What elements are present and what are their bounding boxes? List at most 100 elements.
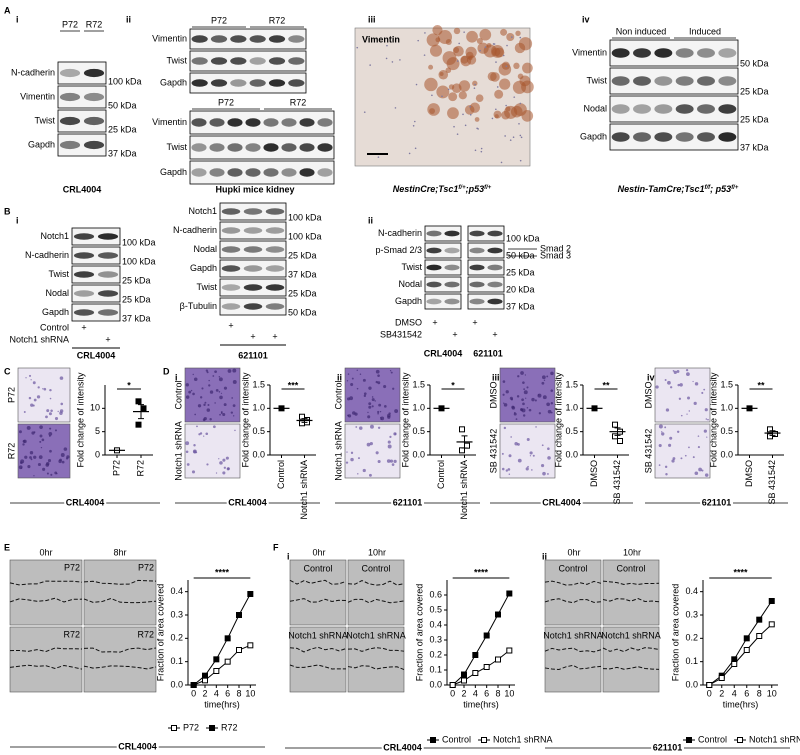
x-axis-label: time(hrs) <box>204 699 240 709</box>
image-label: Control <box>558 563 587 573</box>
scratch-edge <box>544 580 602 586</box>
cell <box>349 396 354 401</box>
micrograph <box>347 626 405 693</box>
data-point <box>767 433 773 440</box>
nucleus <box>413 120 416 123</box>
cell <box>529 451 533 455</box>
blot-band <box>487 281 503 288</box>
cell <box>535 426 537 428</box>
cell <box>526 406 529 409</box>
ihc-stain <box>499 78 511 90</box>
panel-letter: C <box>4 366 11 376</box>
cell <box>28 396 32 400</box>
cell <box>680 457 683 460</box>
blot-band <box>191 143 207 152</box>
data-point <box>612 433 618 440</box>
image-label: Notch1 shRNA <box>288 630 348 640</box>
blot-band <box>288 35 305 43</box>
blot-band <box>633 76 651 86</box>
cell <box>60 402 64 406</box>
cell <box>375 451 379 455</box>
cell <box>377 426 381 429</box>
blot-strip <box>424 225 462 242</box>
error-bar <box>138 404 144 420</box>
blot-band <box>697 76 715 86</box>
nucleus <box>513 96 516 98</box>
data-point <box>617 438 623 444</box>
nucleus <box>480 150 483 153</box>
cell <box>218 458 220 460</box>
data-point <box>483 632 490 639</box>
cell <box>391 463 395 466</box>
cell <box>515 418 518 420</box>
x-tick-label: 4 <box>473 688 478 698</box>
x-tick-label: 4 <box>214 688 219 698</box>
blot-band <box>654 132 673 142</box>
scratch-edge <box>289 598 347 603</box>
treatment-label: SB431542 <box>380 329 422 339</box>
nucleus <box>394 107 397 109</box>
cell <box>219 413 221 416</box>
cell <box>686 413 688 415</box>
data-point <box>743 647 750 653</box>
cell <box>185 441 190 446</box>
ihc-stain <box>486 42 492 48</box>
caption: CRL4004 <box>63 184 102 194</box>
treatment-sign: + <box>472 317 477 327</box>
blot-band <box>243 208 263 215</box>
blot-strip <box>57 61 107 85</box>
blot-band <box>317 143 333 152</box>
cell <box>503 402 505 404</box>
image-label: Fold change of intensity <box>553 372 563 468</box>
cell <box>206 463 209 466</box>
y-tick-label: 0.5 <box>429 604 442 614</box>
row-label: Vimentin <box>572 47 607 57</box>
blot-band <box>675 104 694 114</box>
ihc-stain <box>458 91 467 100</box>
cell <box>550 371 554 376</box>
blot-band <box>245 118 261 127</box>
cell <box>225 456 229 460</box>
x-tick-label: Notch1 shRNA <box>299 460 309 520</box>
cell <box>215 388 219 392</box>
cell <box>547 473 549 475</box>
blot-band <box>426 264 442 271</box>
cell <box>350 383 354 387</box>
caption-sup: f/+ <box>731 185 739 191</box>
cell <box>366 442 371 447</box>
cell <box>550 401 554 405</box>
caption: CRL4004 <box>228 497 267 507</box>
blot-strip <box>467 225 505 242</box>
cell <box>688 410 691 412</box>
legend-marker <box>209 725 216 731</box>
legend-label: P72 <box>183 722 199 732</box>
cell <box>36 395 41 399</box>
row-label: Notch1 <box>40 231 69 241</box>
cell <box>375 380 378 384</box>
cell <box>26 425 31 430</box>
x-tick-label: 4 <box>732 688 737 698</box>
image-label: SB 431542 <box>488 429 498 474</box>
blot-band <box>697 132 715 142</box>
cell <box>347 414 352 418</box>
row-label: Twist <box>166 55 187 65</box>
error-bar <box>614 427 621 436</box>
blot-band <box>263 168 279 177</box>
cell <box>377 381 381 385</box>
image-label: Notch1 shRNA <box>333 421 343 481</box>
cell <box>33 455 37 459</box>
cell <box>508 473 511 475</box>
blot-band <box>718 132 737 142</box>
x-axis-label: time(hrs) <box>723 699 759 709</box>
nucleus <box>399 59 401 61</box>
cell <box>219 395 223 400</box>
blot-band <box>221 246 241 253</box>
cell <box>377 459 381 464</box>
data-point <box>495 656 501 663</box>
data-point <box>612 421 618 428</box>
image-label: Notch1 shRNA <box>601 630 661 640</box>
cell <box>37 386 40 389</box>
cell <box>354 412 358 416</box>
lane-label: R72 <box>269 15 286 25</box>
